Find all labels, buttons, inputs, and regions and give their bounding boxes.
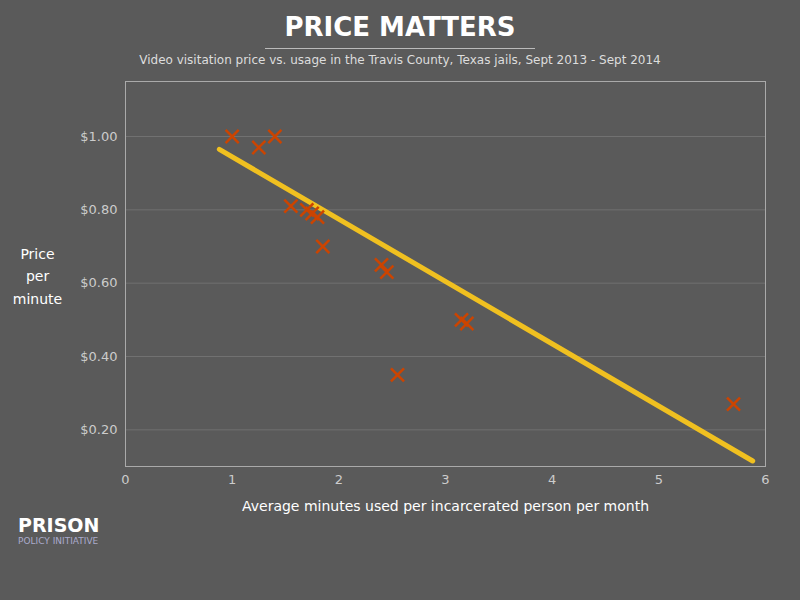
svg-text:0: 0 bbox=[121, 472, 129, 487]
svg-text:Average minutes used per incar: Average minutes used per incarcerated pe… bbox=[242, 498, 649, 514]
svg-text:1: 1 bbox=[228, 472, 236, 487]
svg-text:5: 5 bbox=[655, 472, 663, 487]
html-text:PRICE MATTERS: PRICE MATTERS bbox=[284, 12, 516, 42]
svg-text:$0.80: $0.80 bbox=[80, 202, 117, 217]
svg-text:$0.60: $0.60 bbox=[80, 275, 117, 290]
html-text:Video visitation price vs. usa: Video visitation price vs. usage in the … bbox=[139, 53, 661, 67]
svg-text:$0.20: $0.20 bbox=[80, 422, 117, 437]
svg-text:2: 2 bbox=[335, 472, 343, 487]
svg-text:$1.00: $1.00 bbox=[80, 129, 117, 144]
svg-text:4: 4 bbox=[548, 472, 556, 487]
html-text:POLICY INITIATIVE: POLICY INITIATIVE bbox=[18, 535, 99, 546]
svg-text:3: 3 bbox=[441, 472, 449, 487]
html-text:PRISON: PRISON bbox=[18, 514, 100, 536]
svg-text:$0.40: $0.40 bbox=[80, 349, 117, 364]
svg-text:Priceperminute: Priceperminute bbox=[13, 246, 62, 307]
svg-text:6: 6 bbox=[761, 472, 769, 487]
